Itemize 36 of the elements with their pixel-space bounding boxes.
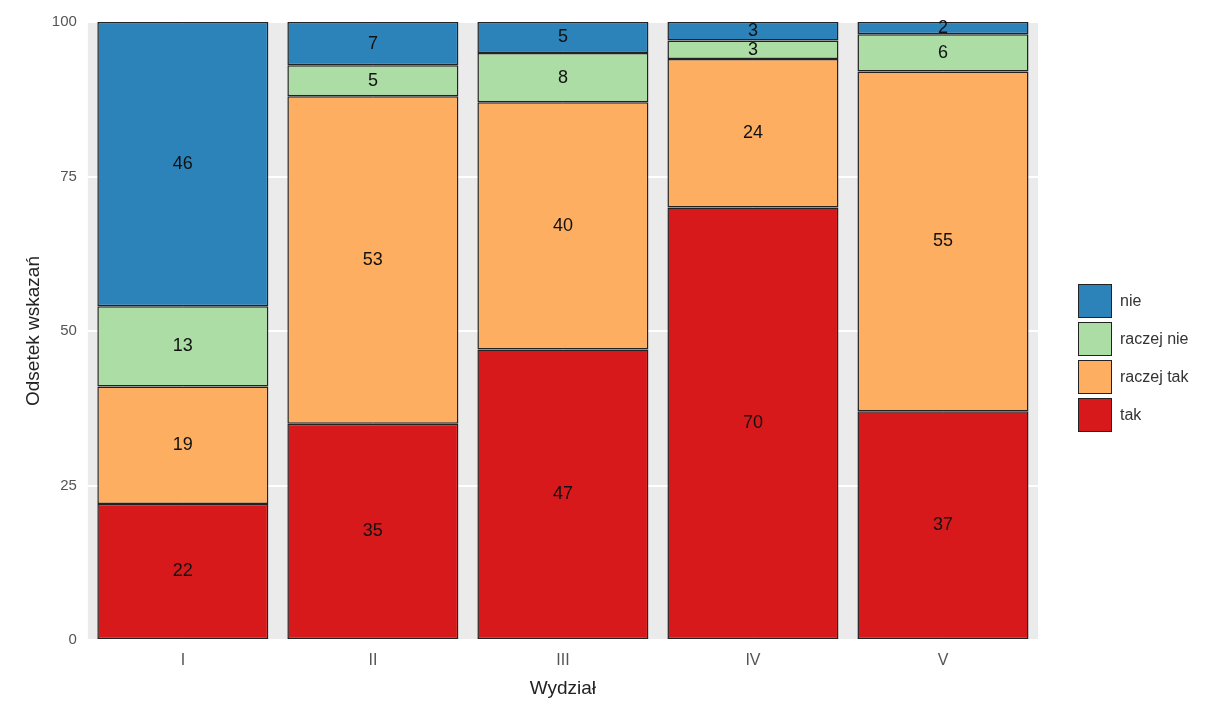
legend-label: raczej nie xyxy=(1120,330,1189,348)
y-tick-label: 75 xyxy=(60,166,77,184)
data-label: 37 xyxy=(932,514,953,535)
data-label: 40 xyxy=(552,214,573,235)
data-label: 13 xyxy=(172,335,193,356)
data-label: 70 xyxy=(742,412,763,433)
x-tick-label: III xyxy=(556,651,570,669)
data-label: 6 xyxy=(937,41,948,62)
data-label: 5 xyxy=(367,69,378,90)
data-label: 46 xyxy=(172,153,193,174)
data-label: 3 xyxy=(747,20,758,41)
data-label: 24 xyxy=(742,122,763,143)
data-label: 2 xyxy=(937,17,948,38)
data-label: 19 xyxy=(172,434,193,455)
x-tick-label: II xyxy=(368,651,378,669)
x-tick-label: IV xyxy=(745,651,761,669)
x-axis-title: Wydział xyxy=(529,676,597,698)
data-label: 47 xyxy=(552,483,573,504)
data-label: 55 xyxy=(932,230,953,251)
x-tick-label: V xyxy=(937,651,949,669)
y-tick-label: 25 xyxy=(60,475,77,493)
y-tick-label: 50 xyxy=(60,321,77,339)
y-axis-title: Odsetek wskazań xyxy=(21,256,43,406)
x-tick-label: I xyxy=(180,651,186,669)
text: tak xyxy=(1120,406,1142,424)
data-label: 53 xyxy=(362,248,383,269)
legend-label: nie xyxy=(1120,292,1142,310)
data-label: 8 xyxy=(557,66,568,87)
data-label: 3 xyxy=(747,38,758,59)
y-tick-label: 100 xyxy=(51,12,77,30)
data-label: 7 xyxy=(367,32,378,53)
data-label: 22 xyxy=(172,560,193,581)
legend-label: raczej tak xyxy=(1120,368,1189,386)
data-label: 35 xyxy=(362,520,383,541)
data-label: 5 xyxy=(557,26,568,47)
y-tick-label: 0 xyxy=(68,630,77,648)
